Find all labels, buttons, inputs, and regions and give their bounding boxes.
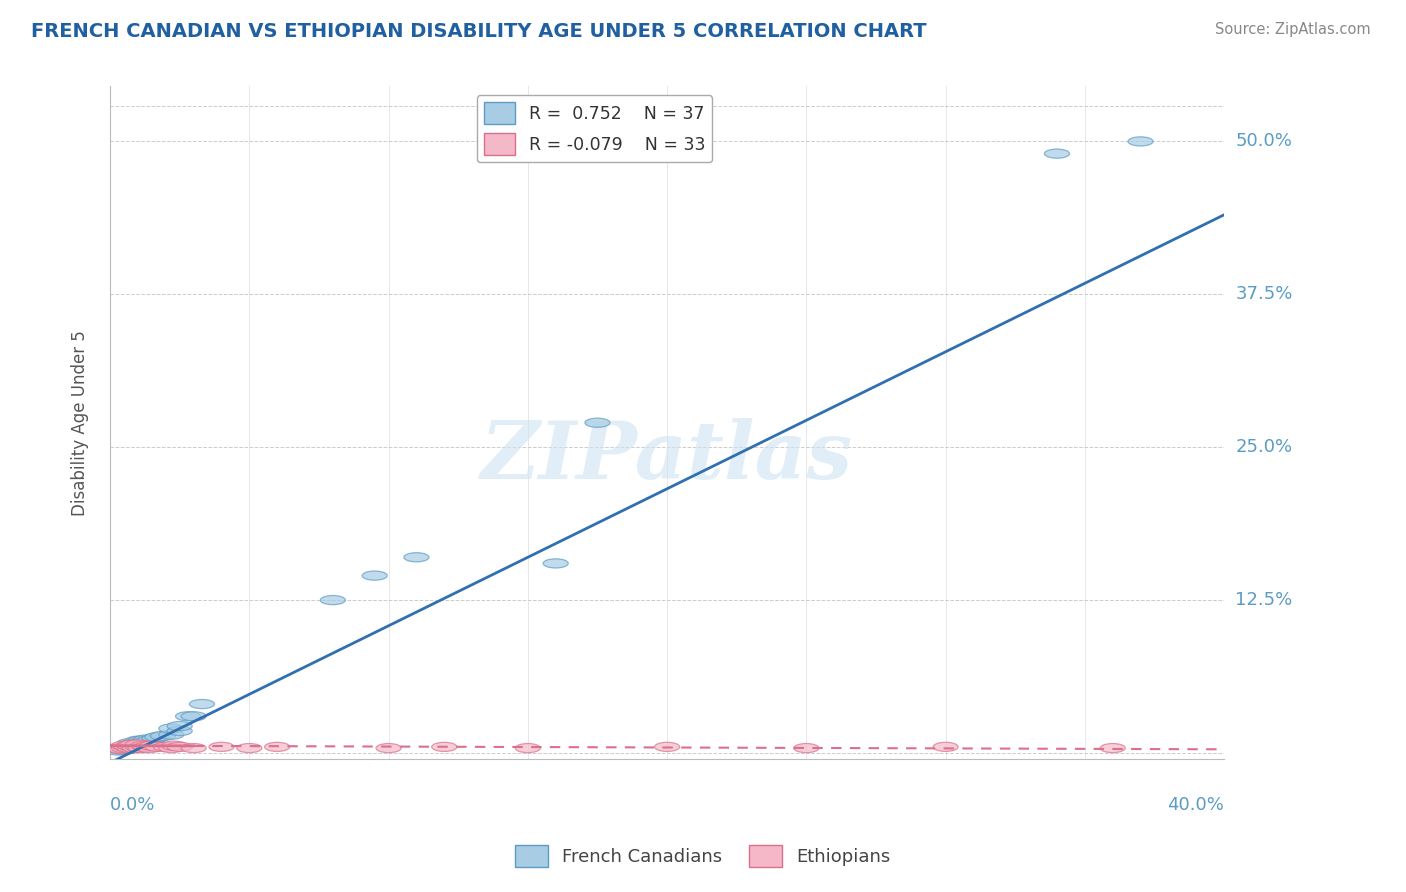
- Ellipse shape: [167, 722, 193, 731]
- Text: 0.0%: 0.0%: [110, 796, 156, 814]
- Text: 25.0%: 25.0%: [1236, 438, 1292, 456]
- Ellipse shape: [1099, 744, 1125, 753]
- Ellipse shape: [128, 739, 153, 747]
- Ellipse shape: [111, 744, 136, 753]
- Ellipse shape: [125, 739, 150, 749]
- Ellipse shape: [162, 741, 187, 750]
- Ellipse shape: [128, 736, 153, 746]
- Ellipse shape: [167, 726, 193, 736]
- Ellipse shape: [145, 742, 170, 751]
- Text: 40.0%: 40.0%: [1167, 796, 1225, 814]
- Ellipse shape: [122, 739, 148, 747]
- Ellipse shape: [108, 745, 134, 754]
- Ellipse shape: [117, 744, 142, 753]
- Y-axis label: Disability Age Under 5: Disability Age Under 5: [72, 330, 89, 516]
- Ellipse shape: [159, 730, 184, 739]
- Ellipse shape: [794, 744, 818, 753]
- Ellipse shape: [105, 746, 131, 756]
- Text: 50.0%: 50.0%: [1236, 132, 1292, 151]
- Ellipse shape: [117, 741, 142, 750]
- Ellipse shape: [128, 744, 153, 753]
- Ellipse shape: [543, 558, 568, 568]
- Ellipse shape: [122, 744, 148, 753]
- Ellipse shape: [375, 744, 401, 753]
- Ellipse shape: [117, 739, 142, 747]
- Text: Source: ZipAtlas.com: Source: ZipAtlas.com: [1215, 22, 1371, 37]
- Ellipse shape: [236, 744, 262, 753]
- Ellipse shape: [176, 712, 201, 721]
- Ellipse shape: [125, 736, 150, 746]
- Ellipse shape: [150, 731, 176, 740]
- Ellipse shape: [181, 744, 207, 753]
- Ellipse shape: [159, 724, 184, 733]
- Ellipse shape: [145, 732, 170, 741]
- Ellipse shape: [404, 553, 429, 562]
- Ellipse shape: [131, 738, 156, 747]
- Ellipse shape: [136, 736, 162, 746]
- Ellipse shape: [190, 699, 215, 708]
- Ellipse shape: [108, 745, 134, 754]
- Ellipse shape: [111, 741, 136, 750]
- Text: FRENCH CANADIAN VS ETHIOPIAN DISABILITY AGE UNDER 5 CORRELATION CHART: FRENCH CANADIAN VS ETHIOPIAN DISABILITY …: [31, 22, 927, 41]
- Legend: French Canadians, Ethiopians: French Canadians, Ethiopians: [508, 838, 898, 874]
- Ellipse shape: [120, 742, 145, 751]
- Ellipse shape: [114, 742, 139, 751]
- Ellipse shape: [134, 742, 159, 751]
- Ellipse shape: [105, 744, 131, 753]
- Ellipse shape: [321, 596, 346, 605]
- Ellipse shape: [120, 742, 145, 751]
- Ellipse shape: [432, 742, 457, 751]
- Ellipse shape: [125, 739, 150, 749]
- Text: 12.5%: 12.5%: [1236, 591, 1292, 609]
- Legend: R =  0.752    N = 37, R = -0.079    N = 33: R = 0.752 N = 37, R = -0.079 N = 33: [477, 95, 713, 162]
- Ellipse shape: [167, 742, 193, 751]
- Ellipse shape: [363, 571, 387, 580]
- Ellipse shape: [264, 742, 290, 751]
- Ellipse shape: [111, 744, 136, 753]
- Ellipse shape: [585, 418, 610, 427]
- Ellipse shape: [153, 742, 179, 751]
- Ellipse shape: [122, 741, 148, 750]
- Ellipse shape: [117, 741, 142, 750]
- Ellipse shape: [515, 744, 540, 753]
- Ellipse shape: [181, 712, 207, 721]
- Ellipse shape: [139, 741, 165, 750]
- Text: 37.5%: 37.5%: [1236, 285, 1292, 303]
- Ellipse shape: [131, 741, 156, 750]
- Ellipse shape: [134, 735, 159, 744]
- Ellipse shape: [655, 742, 679, 751]
- Ellipse shape: [136, 744, 162, 753]
- Ellipse shape: [117, 744, 142, 753]
- Ellipse shape: [120, 739, 145, 749]
- Ellipse shape: [125, 742, 150, 751]
- Ellipse shape: [934, 742, 957, 751]
- Ellipse shape: [209, 742, 233, 751]
- Ellipse shape: [114, 742, 139, 751]
- Ellipse shape: [1128, 136, 1153, 146]
- Ellipse shape: [120, 739, 145, 749]
- Ellipse shape: [111, 745, 136, 754]
- Ellipse shape: [142, 734, 167, 743]
- Text: ZIPatlas: ZIPatlas: [481, 417, 853, 495]
- Ellipse shape: [114, 745, 139, 754]
- Ellipse shape: [159, 744, 184, 753]
- Ellipse shape: [1045, 149, 1070, 158]
